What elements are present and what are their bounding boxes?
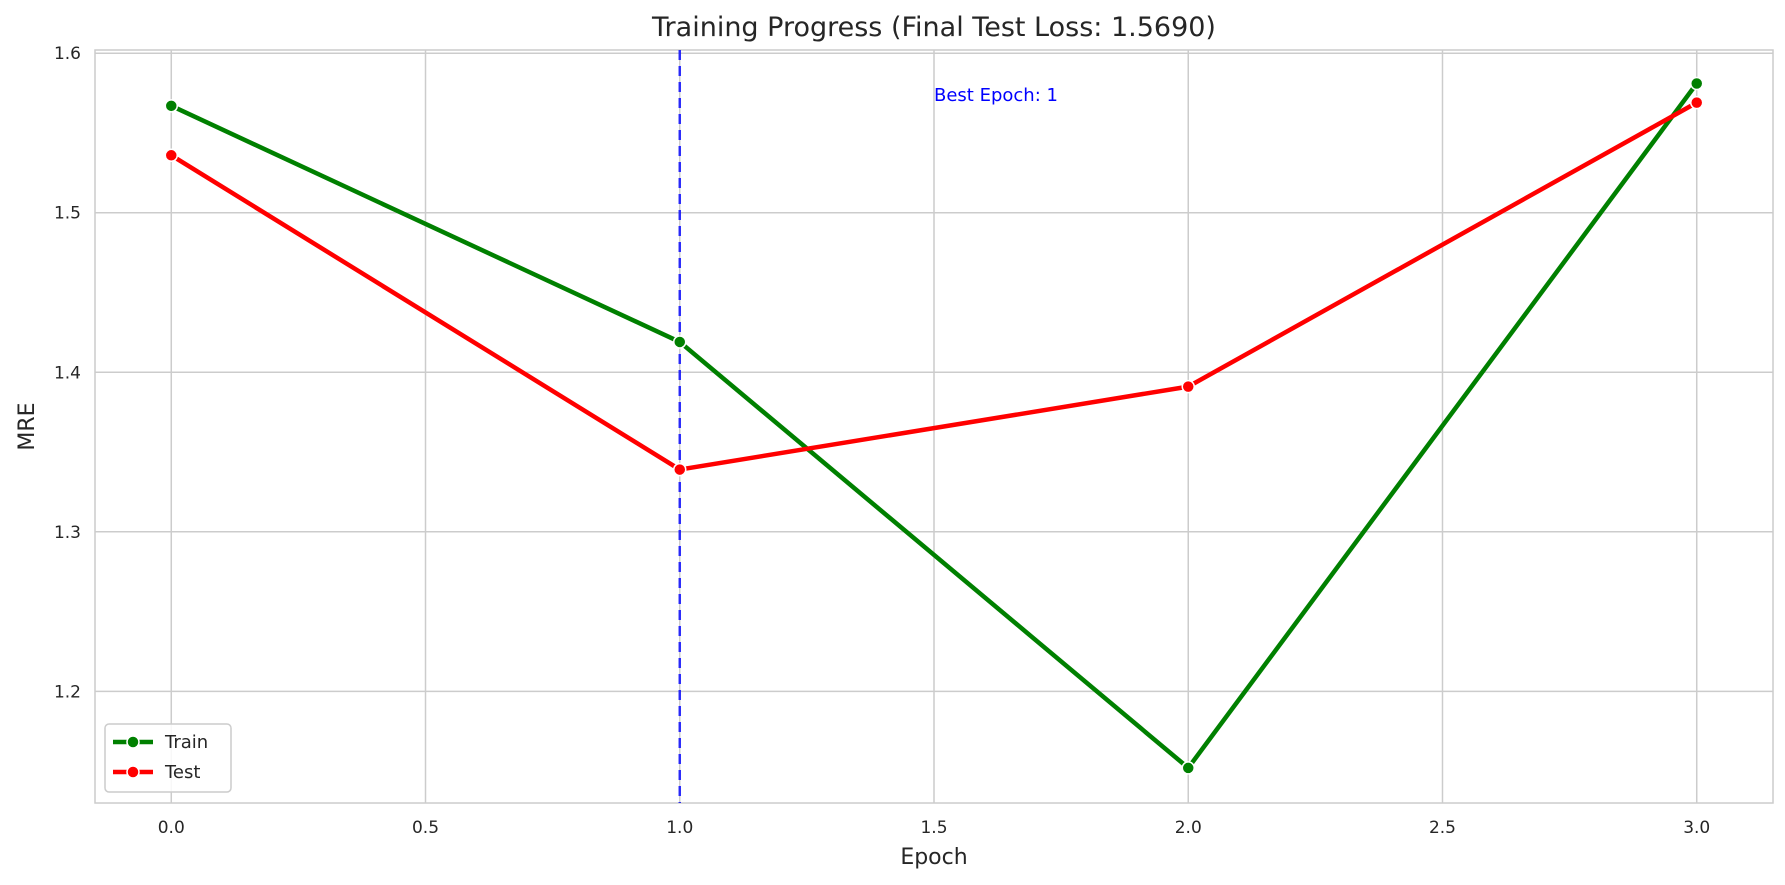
best-epoch-annotation: Best Epoch: 1	[934, 85, 1058, 106]
test-point	[1181, 379, 1195, 394]
legend: Train Test	[104, 723, 232, 793]
x-tick-label: 2.0	[1175, 818, 1202, 838]
train-point	[1689, 76, 1704, 91]
chart-title: Training Progress (Final Test Loss: 1.56…	[651, 12, 1216, 43]
x-tick-label: 0.5	[412, 818, 439, 838]
test-legend-label: Test	[164, 762, 200, 783]
train-point	[164, 99, 179, 113]
y-axis-label: MRE	[15, 402, 40, 450]
y-tick-label: 1.4	[54, 363, 81, 383]
train-point	[1181, 761, 1195, 775]
x-tick-label: 3.0	[1683, 818, 1710, 838]
test-series-line	[169, 100, 1699, 472]
y-tick-label: 1.5	[54, 204, 81, 224]
test-legend-marker	[126, 765, 140, 779]
x-axis-label: Epoch	[900, 845, 967, 870]
test-point	[1689, 95, 1704, 110]
test-point	[164, 148, 179, 163]
train-series-line	[169, 81, 1699, 771]
ticks: 0.0 0.5 1.0 1.5 2.0 2.5 3.0 1.2 1.3 1.4 1.5 1.6	[54, 44, 1710, 838]
x-tick-label: 2.5	[1429, 818, 1456, 838]
x-tick-label: 1.0	[666, 818, 693, 838]
train-legend-marker	[126, 735, 140, 749]
y-tick-label: 1.2	[54, 682, 81, 702]
series	[164, 76, 1704, 775]
x-tick-label: 0.0	[158, 818, 185, 838]
annotations: Best Epoch: 1	[678, 50, 1058, 803]
plot-frame	[94, 49, 1774, 804]
train-legend-label: Train	[164, 732, 208, 753]
train-point	[673, 335, 687, 349]
y-tick-label: 1.6	[54, 44, 81, 64]
y-tick-label: 1.3	[54, 523, 81, 543]
x-tick-label: 1.5	[920, 818, 947, 838]
test-point	[673, 462, 687, 477]
